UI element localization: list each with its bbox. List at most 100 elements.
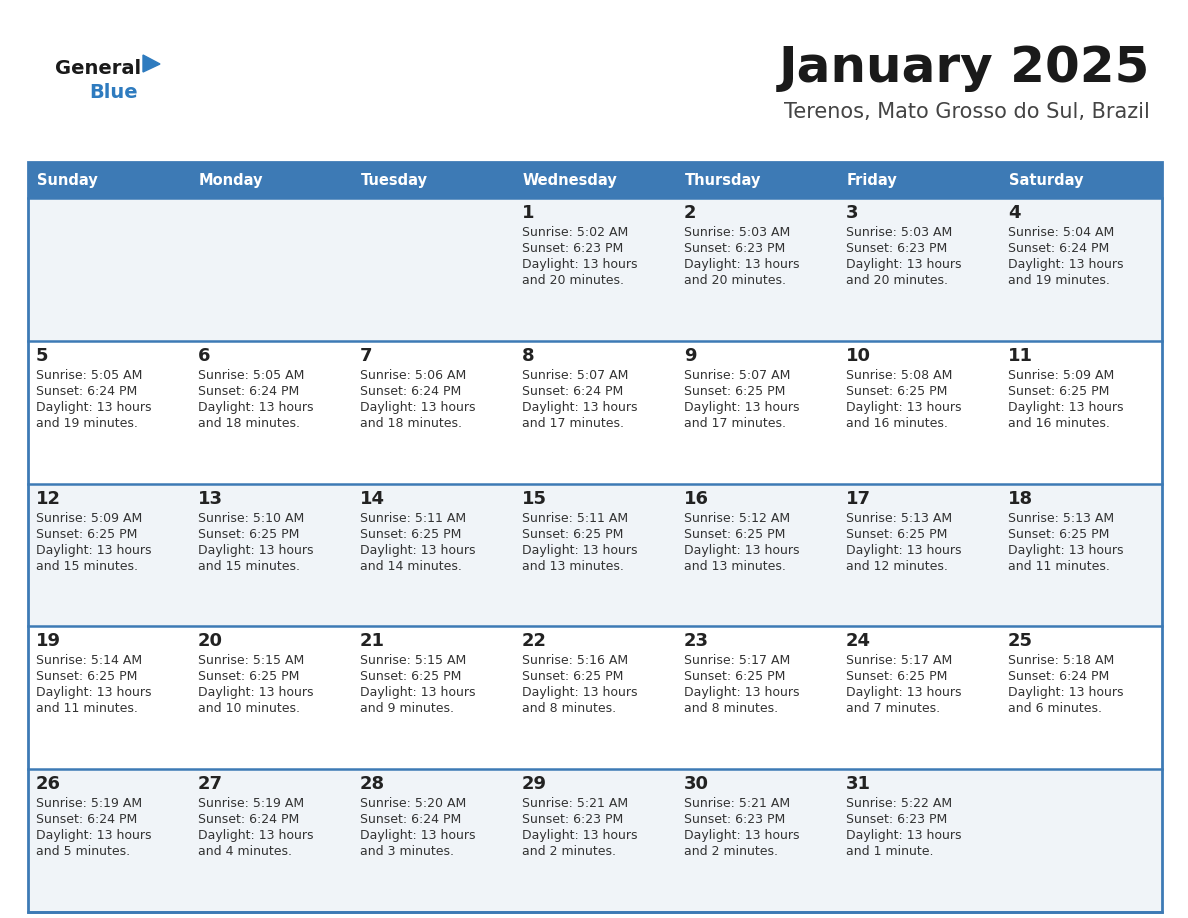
Text: Daylight: 13 hours: Daylight: 13 hours xyxy=(360,543,475,556)
Bar xyxy=(29,198,1162,341)
Text: 4: 4 xyxy=(1007,204,1020,222)
Text: Daylight: 13 hours: Daylight: 13 hours xyxy=(198,401,314,414)
Text: 18: 18 xyxy=(1007,489,1034,508)
Text: Sunrise: 5:19 AM: Sunrise: 5:19 AM xyxy=(198,797,304,811)
Text: 20: 20 xyxy=(198,633,223,650)
Text: Sunrise: 5:04 AM: Sunrise: 5:04 AM xyxy=(1007,226,1114,239)
Text: Daylight: 13 hours: Daylight: 13 hours xyxy=(198,829,314,842)
Text: Sunrise: 5:11 AM: Sunrise: 5:11 AM xyxy=(360,511,466,524)
Text: Sunset: 6:25 PM: Sunset: 6:25 PM xyxy=(360,528,461,541)
Text: Sunrise: 5:07 AM: Sunrise: 5:07 AM xyxy=(684,369,790,382)
Text: Sunrise: 5:15 AM: Sunrise: 5:15 AM xyxy=(198,655,304,667)
Text: Sunrise: 5:19 AM: Sunrise: 5:19 AM xyxy=(36,797,143,811)
Text: Sunset: 6:23 PM: Sunset: 6:23 PM xyxy=(684,242,785,255)
Text: Sunset: 6:23 PM: Sunset: 6:23 PM xyxy=(846,813,947,826)
Text: Sunset: 6:24 PM: Sunset: 6:24 PM xyxy=(522,385,624,397)
Text: Sunrise: 5:20 AM: Sunrise: 5:20 AM xyxy=(360,797,466,811)
Text: 9: 9 xyxy=(684,347,696,364)
Text: Sunset: 6:25 PM: Sunset: 6:25 PM xyxy=(1007,528,1110,541)
Text: Sunday: Sunday xyxy=(37,173,97,187)
Text: 30: 30 xyxy=(684,775,709,793)
Text: Sunrise: 5:14 AM: Sunrise: 5:14 AM xyxy=(36,655,143,667)
Text: 19: 19 xyxy=(36,633,61,650)
Text: Sunset: 6:23 PM: Sunset: 6:23 PM xyxy=(522,813,624,826)
Text: and 20 minutes.: and 20 minutes. xyxy=(846,274,948,287)
Text: Sunrise: 5:22 AM: Sunrise: 5:22 AM xyxy=(846,797,952,811)
Bar xyxy=(1000,162,1162,198)
Text: Sunrise: 5:17 AM: Sunrise: 5:17 AM xyxy=(846,655,953,667)
Text: 2: 2 xyxy=(684,204,696,222)
Text: Sunrise: 5:11 AM: Sunrise: 5:11 AM xyxy=(522,511,628,524)
Text: 13: 13 xyxy=(198,489,223,508)
Text: 5: 5 xyxy=(36,347,49,364)
Text: Daylight: 13 hours: Daylight: 13 hours xyxy=(198,543,314,556)
Text: and 11 minutes.: and 11 minutes. xyxy=(1007,560,1110,573)
Text: and 11 minutes.: and 11 minutes. xyxy=(36,702,138,715)
Text: Friday: Friday xyxy=(847,173,898,187)
Text: Saturday: Saturday xyxy=(1009,173,1083,187)
Text: 12: 12 xyxy=(36,489,61,508)
Text: Monday: Monday xyxy=(200,173,264,187)
Text: Daylight: 13 hours: Daylight: 13 hours xyxy=(36,401,152,414)
Text: Daylight: 13 hours: Daylight: 13 hours xyxy=(198,687,314,700)
Text: Daylight: 13 hours: Daylight: 13 hours xyxy=(36,687,152,700)
Text: and 8 minutes.: and 8 minutes. xyxy=(522,702,617,715)
Text: Daylight: 13 hours: Daylight: 13 hours xyxy=(846,258,961,271)
Bar xyxy=(838,162,1000,198)
Text: 11: 11 xyxy=(1007,347,1034,364)
Text: 22: 22 xyxy=(522,633,546,650)
Text: Daylight: 13 hours: Daylight: 13 hours xyxy=(684,687,800,700)
Text: Sunset: 6:24 PM: Sunset: 6:24 PM xyxy=(36,813,138,826)
Text: and 15 minutes.: and 15 minutes. xyxy=(36,560,138,573)
Text: Sunset: 6:25 PM: Sunset: 6:25 PM xyxy=(36,528,138,541)
Text: 28: 28 xyxy=(360,775,385,793)
Text: Sunset: 6:24 PM: Sunset: 6:24 PM xyxy=(198,813,299,826)
Text: Sunrise: 5:06 AM: Sunrise: 5:06 AM xyxy=(360,369,466,382)
Bar xyxy=(29,162,1162,912)
Text: and 9 minutes.: and 9 minutes. xyxy=(360,702,454,715)
Text: General: General xyxy=(55,59,141,77)
Text: Sunrise: 5:05 AM: Sunrise: 5:05 AM xyxy=(198,369,304,382)
Text: Sunrise: 5:13 AM: Sunrise: 5:13 AM xyxy=(1007,511,1114,524)
Text: and 12 minutes.: and 12 minutes. xyxy=(846,560,948,573)
Text: Sunrise: 5:02 AM: Sunrise: 5:02 AM xyxy=(522,226,628,239)
Text: Sunrise: 5:12 AM: Sunrise: 5:12 AM xyxy=(684,511,790,524)
Text: Daylight: 13 hours: Daylight: 13 hours xyxy=(1007,543,1124,556)
Text: Daylight: 13 hours: Daylight: 13 hours xyxy=(360,401,475,414)
Text: 3: 3 xyxy=(846,204,859,222)
Text: 14: 14 xyxy=(360,489,385,508)
Text: Daylight: 13 hours: Daylight: 13 hours xyxy=(684,401,800,414)
Text: and 16 minutes.: and 16 minutes. xyxy=(1007,417,1110,430)
Text: Sunrise: 5:09 AM: Sunrise: 5:09 AM xyxy=(36,511,143,524)
Text: 8: 8 xyxy=(522,347,535,364)
Text: Sunrise: 5:07 AM: Sunrise: 5:07 AM xyxy=(522,369,628,382)
Text: and 18 minutes.: and 18 minutes. xyxy=(198,417,301,430)
Text: Blue: Blue xyxy=(89,83,138,102)
Text: January 2025: January 2025 xyxy=(778,44,1150,92)
Text: and 20 minutes.: and 20 minutes. xyxy=(522,274,624,287)
Text: Sunrise: 5:08 AM: Sunrise: 5:08 AM xyxy=(846,369,953,382)
Text: Sunrise: 5:03 AM: Sunrise: 5:03 AM xyxy=(846,226,953,239)
Text: Daylight: 13 hours: Daylight: 13 hours xyxy=(36,543,152,556)
Bar xyxy=(676,162,838,198)
Text: 1: 1 xyxy=(522,204,535,222)
Text: Sunset: 6:25 PM: Sunset: 6:25 PM xyxy=(846,385,947,397)
Text: and 19 minutes.: and 19 minutes. xyxy=(1007,274,1110,287)
Text: 16: 16 xyxy=(684,489,709,508)
Text: Sunset: 6:24 PM: Sunset: 6:24 PM xyxy=(198,385,299,397)
Bar xyxy=(514,162,676,198)
Text: Daylight: 13 hours: Daylight: 13 hours xyxy=(846,543,961,556)
Text: Daylight: 13 hours: Daylight: 13 hours xyxy=(522,543,638,556)
Text: Daylight: 13 hours: Daylight: 13 hours xyxy=(684,543,800,556)
Text: Daylight: 13 hours: Daylight: 13 hours xyxy=(522,687,638,700)
Text: Sunset: 6:25 PM: Sunset: 6:25 PM xyxy=(522,528,624,541)
Text: Sunset: 6:25 PM: Sunset: 6:25 PM xyxy=(198,670,299,683)
Text: Sunset: 6:25 PM: Sunset: 6:25 PM xyxy=(684,528,785,541)
Text: Sunset: 6:25 PM: Sunset: 6:25 PM xyxy=(1007,385,1110,397)
Text: and 6 minutes.: and 6 minutes. xyxy=(1007,702,1102,715)
Text: Sunset: 6:23 PM: Sunset: 6:23 PM xyxy=(846,242,947,255)
Bar xyxy=(352,162,514,198)
Text: and 2 minutes.: and 2 minutes. xyxy=(684,845,778,858)
Text: Sunrise: 5:05 AM: Sunrise: 5:05 AM xyxy=(36,369,143,382)
Text: 21: 21 xyxy=(360,633,385,650)
